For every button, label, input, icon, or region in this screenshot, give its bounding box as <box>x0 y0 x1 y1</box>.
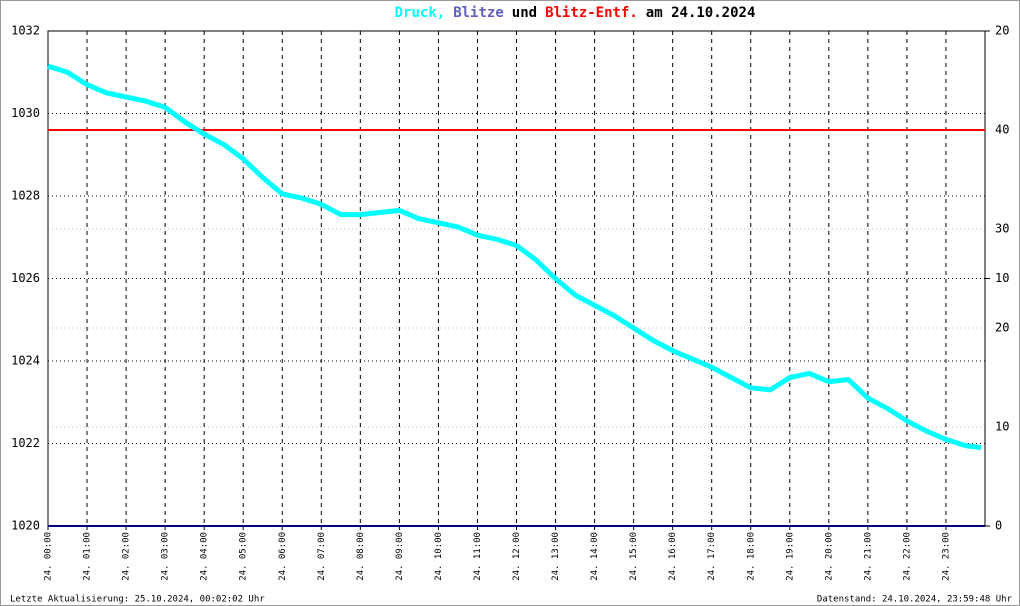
y-tick-label: 1022 <box>11 436 40 450</box>
x-tick-label: 24. 06:00 <box>278 532 288 581</box>
series-line <box>47 63 982 451</box>
y-tick-label: 1032 <box>11 24 40 38</box>
x-tick-label: 24. 03:00 <box>161 532 171 581</box>
x-tick-label: 24. 16:00 <box>668 532 678 581</box>
y3-tick-label: 10 <box>995 420 1009 434</box>
title-text: , <box>437 5 445 21</box>
legend-entry: Blitze <box>453 5 504 21</box>
x-tick-label: 24. 15:00 <box>629 532 639 581</box>
x-tick-label: 24. 12:00 <box>512 532 522 581</box>
y3-tick-label: 30 <box>995 222 1009 236</box>
y-tick-label: 1020 <box>11 519 40 533</box>
x-tick-label: 24. 21:00 <box>863 532 873 581</box>
footer-left: Letzte Aktualisierung: 25.10.2024, 00:02… <box>10 595 265 605</box>
y-tick-label: 1024 <box>11 354 40 368</box>
legend-entry: Blitz-Entf. <box>545 5 638 21</box>
x-tick-label: 24. 07:00 <box>317 532 327 581</box>
x-tick-label: 24. 14:00 <box>590 532 600 581</box>
y3-tick-label: 40 <box>995 123 1009 137</box>
title-text: und <box>512 5 537 21</box>
footer-right: Datenstand: 24.10.2024, 23:59:48 Uhr <box>817 595 1013 605</box>
y2-tick-label: 20 <box>995 24 1009 38</box>
y-tick-label: 1026 <box>11 271 40 285</box>
y3-tick-label: 20 <box>995 321 1009 335</box>
x-tick-label: 24. 10:00 <box>434 532 444 581</box>
title-text: am 24.10.2024 <box>646 5 756 21</box>
chart-title: Druck, Blitze und Blitz-Entf. am 24.10.2024 <box>395 5 756 21</box>
y-tick-label: 1030 <box>11 106 40 120</box>
legend-entry: Druck <box>395 5 438 21</box>
x-tick-label: 24. 22:00 <box>902 532 912 581</box>
x-tick-label: 24. 02:00 <box>122 532 132 581</box>
x-tick-label: 24. 00:00 <box>44 532 54 581</box>
x-tick-label: 24. 11:00 <box>473 532 483 581</box>
x-tick-label: 24. 18:00 <box>746 532 756 581</box>
x-tick-label: 24. 17:00 <box>707 532 717 581</box>
x-tick-label: 24. 04:00 <box>200 532 210 581</box>
x-tick-label: 24. 01:00 <box>83 532 93 581</box>
y-tick-label: 1028 <box>11 189 40 203</box>
y2-tick-label: 10 <box>995 271 1009 285</box>
x-tick-label: 24. 23:00 <box>941 532 951 581</box>
y2-tick-label: 0 <box>995 519 1002 533</box>
x-tick-label: 24. 19:00 <box>785 532 795 581</box>
x-tick-label: 24. 09:00 <box>395 532 405 581</box>
x-tick-label: 24. 20:00 <box>824 532 834 581</box>
x-tick-label: 24. 05:00 <box>239 532 249 581</box>
x-tick-label: 24. 13:00 <box>551 532 561 581</box>
x-tick-label: 24. 08:00 <box>356 532 366 581</box>
